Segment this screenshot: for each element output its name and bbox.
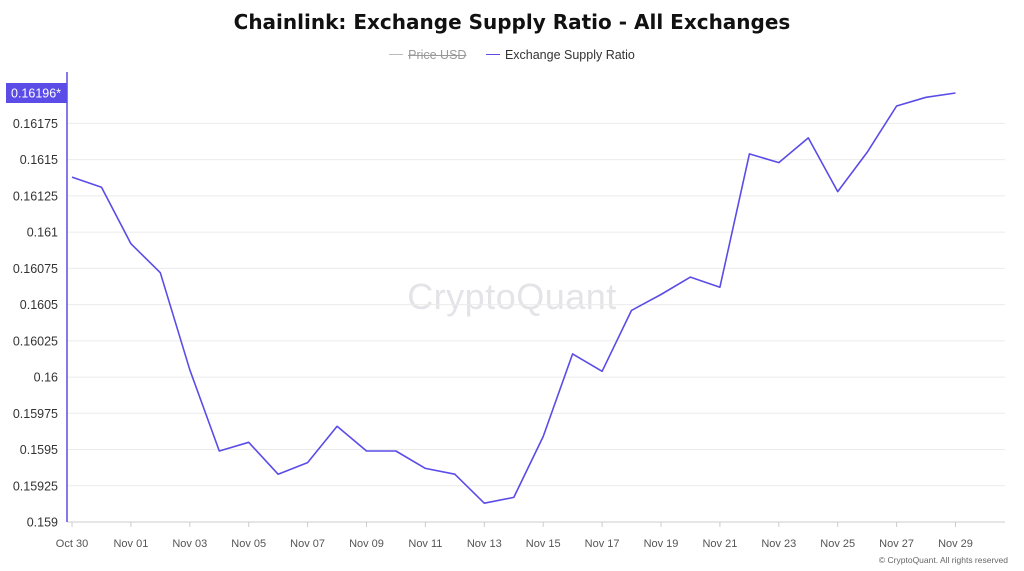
data-point[interactable] bbox=[452, 471, 458, 477]
x-tick-label: Nov 29 bbox=[938, 538, 973, 550]
y-tick-label: 0.16075 bbox=[13, 262, 58, 276]
x-tick-label: Nov 27 bbox=[879, 538, 914, 550]
data-point[interactable] bbox=[540, 433, 546, 439]
data-point[interactable] bbox=[481, 500, 487, 506]
data-point[interactable] bbox=[157, 270, 163, 276]
x-tick-label: Nov 15 bbox=[526, 538, 561, 550]
y-tick-label: 0.1615 bbox=[20, 153, 58, 167]
y-tick-label: 0.1595 bbox=[20, 443, 58, 457]
data-point[interactable] bbox=[717, 284, 723, 290]
data-point[interactable] bbox=[570, 351, 576, 357]
current-value-badge bbox=[6, 83, 67, 103]
legend-label-price-usd: Price USD bbox=[408, 47, 467, 62]
series-line-exchange-supply-ratio[interactable] bbox=[71, 92, 956, 505]
data-point[interactable] bbox=[599, 368, 605, 374]
legend: Price USD Exchange Supply Ratio bbox=[0, 44, 1024, 62]
x-tick-label: Nov 13 bbox=[467, 538, 502, 550]
data-point[interactable] bbox=[422, 465, 428, 471]
data-point[interactable] bbox=[658, 291, 664, 297]
data-point[interactable] bbox=[187, 367, 193, 373]
y-tick-label: 0.16025 bbox=[13, 334, 58, 348]
y-tick-label: 0.16 bbox=[34, 371, 58, 385]
data-point[interactable] bbox=[894, 103, 900, 109]
x-tick-label: Nov 09 bbox=[349, 538, 384, 550]
x-tick-label: Nov 03 bbox=[172, 538, 207, 550]
x-tick-label: Nov 05 bbox=[231, 538, 266, 550]
x-tick-label: Nov 23 bbox=[761, 538, 796, 550]
y-tick-label: 0.16125 bbox=[13, 189, 58, 203]
y-tick-label: 0.15975 bbox=[13, 407, 58, 421]
y-tick-label: 0.159 bbox=[27, 516, 58, 530]
data-point[interactable] bbox=[746, 151, 752, 157]
data-point[interactable] bbox=[364, 448, 370, 454]
data-point[interactable] bbox=[275, 471, 281, 477]
y-tick-label: 0.161 bbox=[27, 226, 58, 240]
data-point[interactable] bbox=[305, 460, 311, 466]
data-point[interactable] bbox=[69, 174, 75, 180]
data-point[interactable] bbox=[835, 189, 841, 195]
data-point[interactable] bbox=[128, 241, 134, 247]
x-tick-label: Nov 17 bbox=[585, 538, 620, 550]
data-point[interactable] bbox=[393, 448, 399, 454]
data-point[interactable] bbox=[776, 160, 782, 166]
legend-label-exchange-supply-ratio: Exchange Supply Ratio bbox=[504, 47, 635, 62]
x-tick-label: Nov 01 bbox=[113, 538, 148, 550]
data-point[interactable] bbox=[511, 494, 517, 500]
x-tick-label: Nov 07 bbox=[290, 538, 325, 550]
data-point[interactable] bbox=[334, 423, 340, 429]
current-value-label: 0.16196* bbox=[11, 87, 61, 101]
data-point[interactable] bbox=[98, 184, 104, 190]
chart-title: Chainlink: Exchange Supply Ratio - All E… bbox=[233, 10, 791, 34]
data-point[interactable] bbox=[629, 307, 635, 313]
data-point[interactable] bbox=[216, 448, 222, 454]
x-tick-label: Nov 19 bbox=[644, 538, 679, 550]
data-point[interactable] bbox=[864, 149, 870, 155]
y-tick-label: 0.1605 bbox=[20, 298, 58, 312]
watermark: CryptoQuant bbox=[407, 276, 617, 317]
data-point[interactable] bbox=[923, 94, 929, 100]
x-tick-label: Nov 11 bbox=[408, 538, 442, 550]
data-point[interactable] bbox=[805, 135, 811, 141]
x-tick-label: Nov 21 bbox=[702, 538, 737, 550]
legend-item-price-usd[interactable]: Price USD bbox=[389, 48, 466, 62]
x-tick-label: Oct 30 bbox=[56, 538, 88, 550]
y-tick-label: 0.15925 bbox=[13, 479, 58, 493]
copyright-notice: © CryptoQuant. All rights reserved bbox=[878, 555, 1008, 565]
legend-swatch-exchange-supply-ratio bbox=[485, 54, 500, 55]
legend-item-exchange-supply-ratio[interactable]: Exchange Supply Ratio bbox=[485, 47, 635, 62]
x-tick-label: Nov 25 bbox=[820, 538, 855, 550]
data-point[interactable] bbox=[953, 90, 959, 96]
data-point[interactable] bbox=[246, 439, 252, 445]
data-point[interactable] bbox=[687, 274, 693, 280]
legend-swatch-price-usd bbox=[389, 54, 404, 55]
y-tick-label: 0.16175 bbox=[13, 117, 58, 131]
